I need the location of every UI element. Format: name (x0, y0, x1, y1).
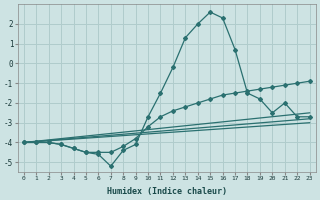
X-axis label: Humidex (Indice chaleur): Humidex (Indice chaleur) (107, 187, 227, 196)
